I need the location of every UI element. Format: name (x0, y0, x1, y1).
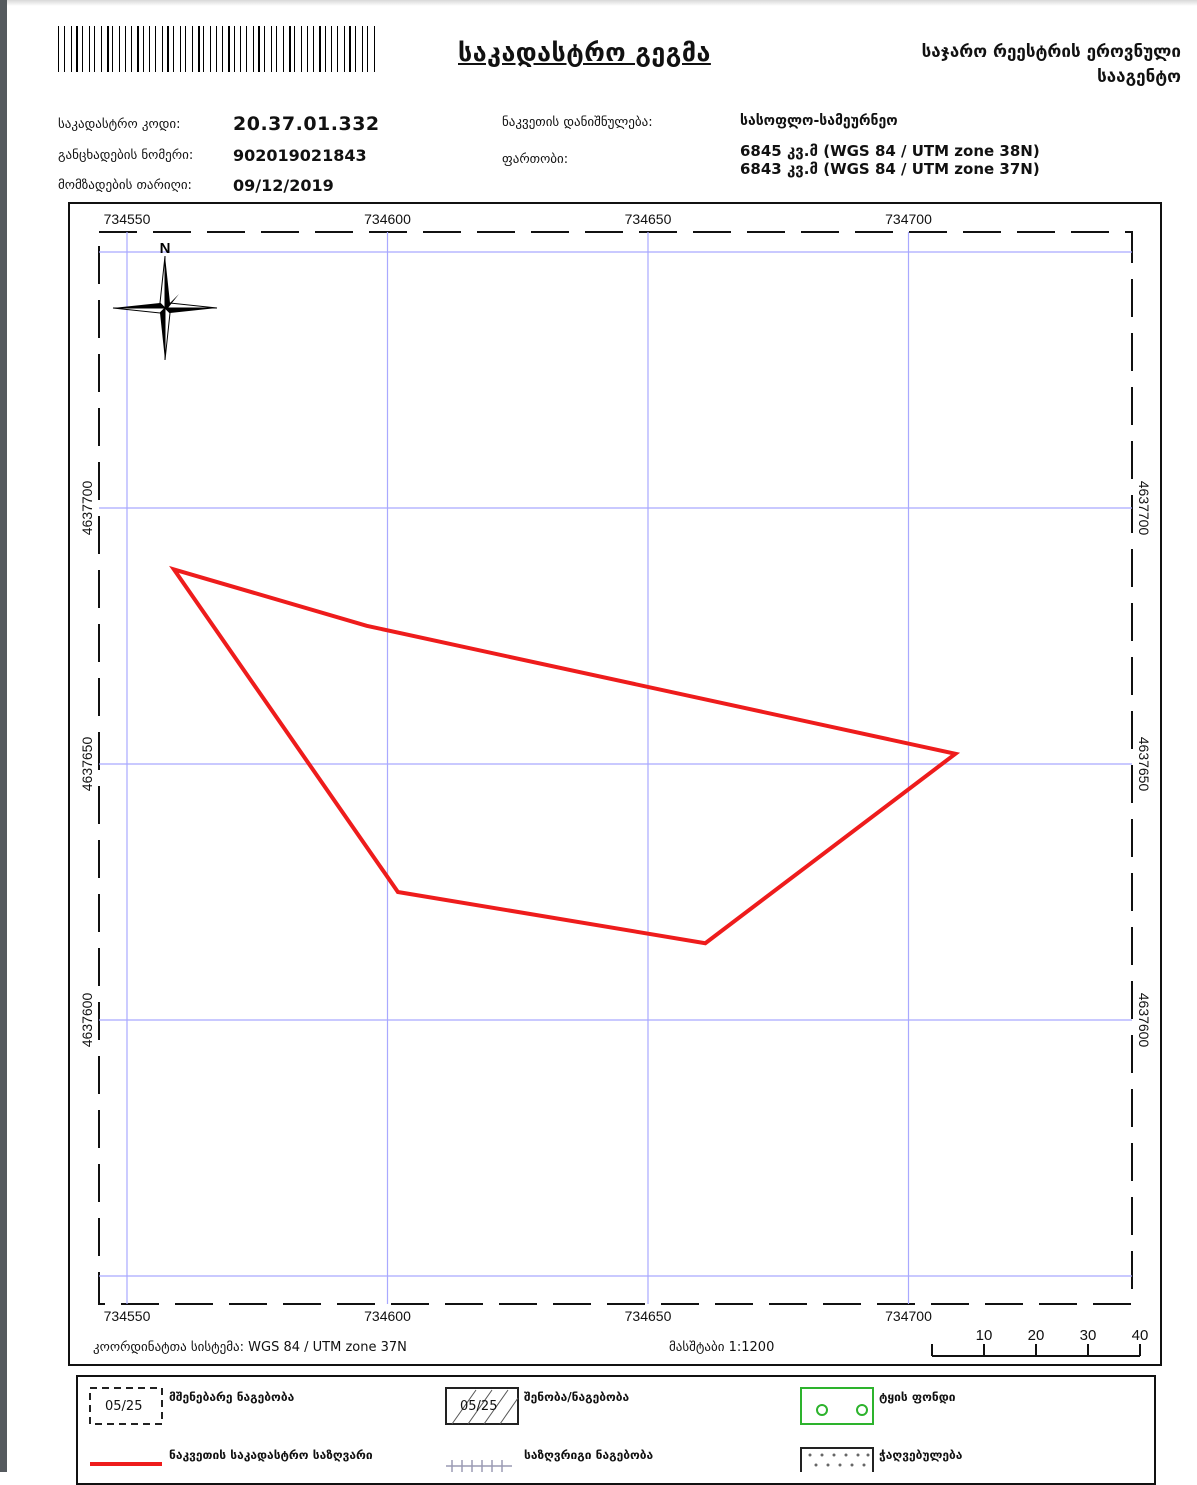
parcel-boundary (169, 565, 961, 946)
legend-building: შენობა/ნაგებობა (524, 1390, 630, 1404)
map-grid (98, 231, 1133, 1305)
scale-bar-label: 30 (1080, 1327, 1097, 1344)
page-left-edge (0, 0, 7, 1472)
area-value-37n: 6843 კვ.მ (WGS 84 / UTM zone 37N) (740, 160, 1040, 178)
legend-tree-cover: ტყის ფონდი (879, 1390, 956, 1404)
x-tick-label: 734550 (104, 211, 151, 227)
purpose-value: სასოფლო-სამეურნეო (740, 113, 898, 129)
map-tick-labels: 734550 734550 734600 734600 734650 734650 7347… (79, 211, 1152, 1324)
legend-existing-building: მშენებარე ნაგებობა (169, 1390, 295, 1404)
x-tick-label: 734650 (625, 1308, 672, 1324)
cadastral-code-value: 20.37.01.332 (233, 113, 380, 135)
x-tick-label: 734700 (885, 1308, 932, 1324)
x-tick-label: 734700 (885, 211, 932, 227)
north-arrow-icon (112, 255, 218, 361)
agency-name: საჯარო რეესტრის ეროვნული სააგენტო (851, 40, 1181, 90)
building-number: 05/25 (460, 1399, 498, 1414)
map-inner-frame (98, 231, 1133, 1305)
x-tick-label: 734600 (364, 211, 411, 227)
map-frame (68, 202, 1162, 1366)
existing-building-number: 05/25 (105, 1399, 143, 1414)
agency-name-line2: სააგენტო (1097, 67, 1181, 87)
map-scale: მასშტაბი 1:1200 (669, 1340, 775, 1355)
legend-parcel-boundary: ნაკვეთის საკადასტრო საზღვარი (169, 1448, 373, 1462)
page-top-shadow (7, 0, 1197, 6)
area-label: ფართობი: (502, 152, 569, 167)
y-tick-label-right: 4637700 (1136, 481, 1152, 536)
barcode (58, 26, 375, 72)
scale-bar-label: 40 (1132, 1327, 1149, 1344)
prep-date-label: მომზადების თარიღი: (58, 178, 192, 193)
application-number-value: 902019021843 (233, 146, 367, 165)
cadastral-code-label: საკადასტრო კოდი: (58, 117, 181, 132)
y-tick-label-left: 4637650 (79, 737, 95, 792)
scale-bar-label: 20 (1028, 1327, 1045, 1344)
y-tick-label-left: 4637600 (79, 993, 95, 1048)
x-tick-label: 734600 (364, 1308, 411, 1324)
x-tick-label: 734550 (104, 1308, 151, 1324)
agency-name-line1: საჯარო რეესტრის ეროვნული (921, 42, 1181, 62)
area-value-38n: 6845 კვ.მ (WGS 84 / UTM zone 38N) (740, 142, 1040, 160)
legend-temp-structure: საზღვრიგი ნაგებობა (524, 1448, 654, 1462)
page-title: საკადასტრო გეგმა (458, 38, 711, 67)
y-tick-label-left: 4637700 (79, 481, 95, 536)
legend-wetland: ჭაღვებულება (879, 1448, 963, 1462)
purpose-label: ნაკვეთის დანიშნულება: (502, 115, 653, 130)
scale-bar: 10 20 30 40 (931, 1327, 1149, 1357)
coordinate-system: კოორდინატთა სისტემა: WGS 84 / UTM zone 3… (93, 1340, 407, 1355)
scale-bar-label: 10 (976, 1327, 993, 1344)
x-tick-label: 734650 (625, 211, 672, 227)
prep-date-value: 09/12/2019 (233, 176, 334, 195)
application-number-label: განცხადების ნომერი: (58, 148, 194, 163)
north-label: N (160, 240, 171, 257)
y-tick-label-right: 4637600 (1136, 993, 1152, 1048)
y-tick-label-right: 4637650 (1136, 737, 1152, 792)
